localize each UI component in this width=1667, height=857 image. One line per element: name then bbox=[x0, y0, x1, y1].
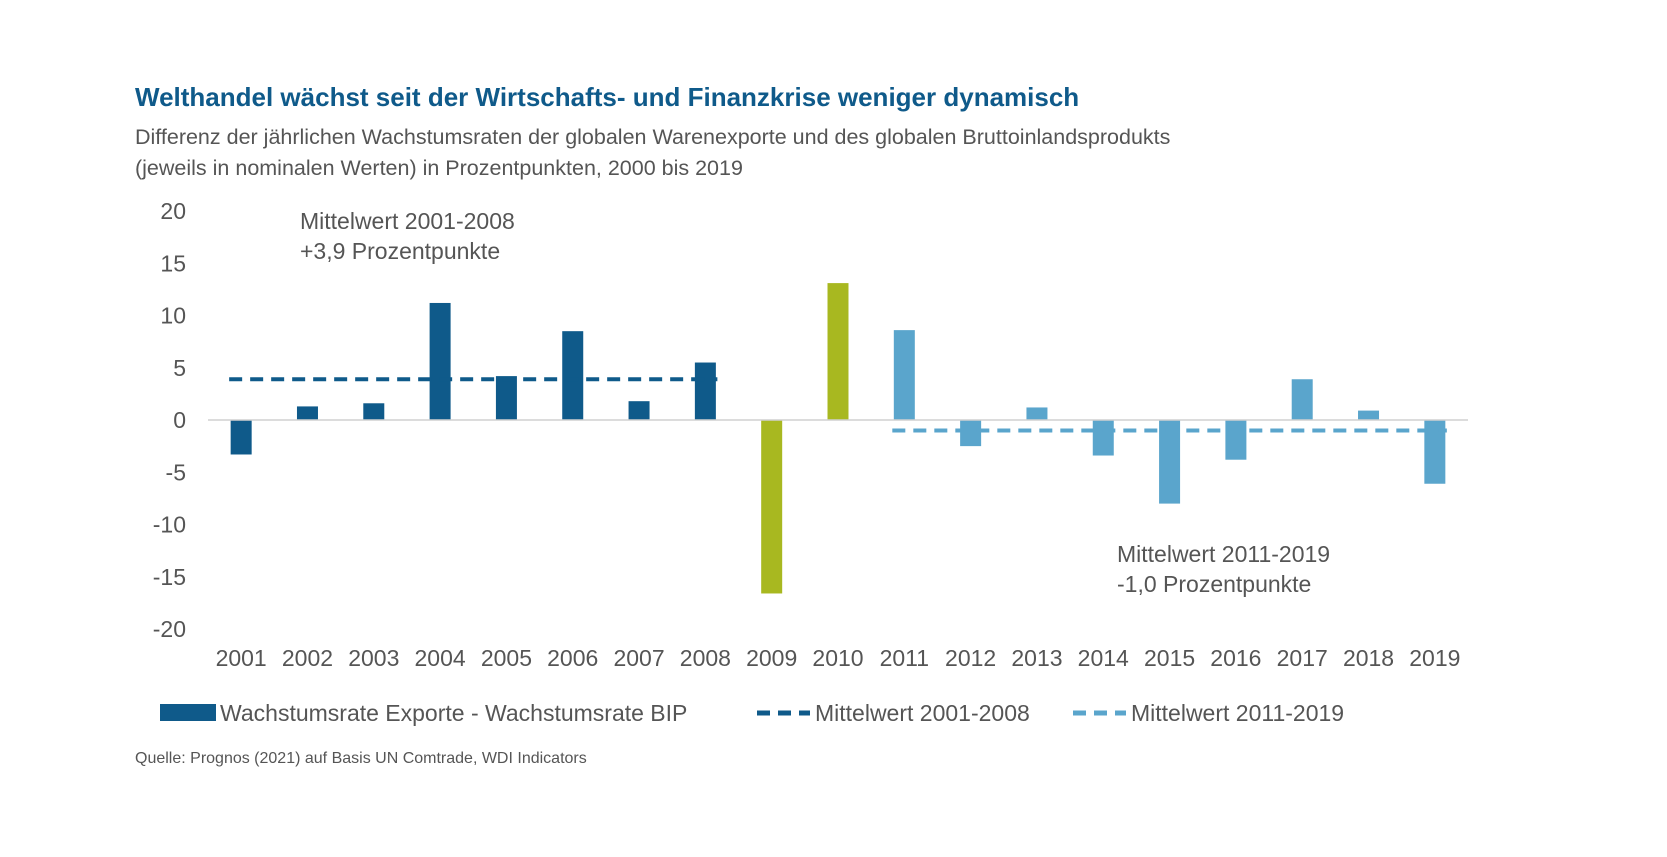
bar-2003 bbox=[363, 403, 385, 420]
bars-group bbox=[230, 283, 1446, 594]
x-tick-label: 2007 bbox=[613, 645, 664, 671]
bar-2018 bbox=[1358, 410, 1380, 420]
bar-2013 bbox=[1026, 407, 1048, 420]
y-tick-label: 5 bbox=[173, 355, 186, 381]
x-tick-label: 2006 bbox=[547, 645, 598, 671]
x-tick-label: 2018 bbox=[1343, 645, 1394, 671]
y-tick-label: 10 bbox=[160, 303, 186, 329]
bar-2005 bbox=[495, 376, 517, 420]
bar-2019 bbox=[1424, 420, 1446, 484]
legend: Wachstumsrate Exporte - Wachstumsrate BI… bbox=[160, 700, 1344, 726]
legend-label-mean2: Mittelwert 2011-2019 bbox=[1131, 700, 1344, 726]
x-tick-label: 2015 bbox=[1144, 645, 1195, 671]
x-tick-label: 2019 bbox=[1409, 645, 1460, 671]
bar-2017 bbox=[1291, 379, 1313, 420]
y-tick-label: -15 bbox=[153, 564, 186, 590]
x-tick-label: 2010 bbox=[812, 645, 863, 671]
y-tick-label: -20 bbox=[153, 616, 186, 642]
y-tick-label: 0 bbox=[173, 407, 186, 433]
bar-2015 bbox=[1159, 420, 1181, 504]
y-tick-label: -5 bbox=[166, 459, 186, 485]
bar-2002 bbox=[296, 406, 318, 420]
bar-2009 bbox=[761, 420, 783, 594]
x-tick-label: 2003 bbox=[348, 645, 399, 671]
annotation-mean2-line1: Mittelwert 2011-2019 bbox=[1117, 541, 1330, 567]
source-note: Quelle: Prognos (2021) auf Basis UN Comt… bbox=[135, 750, 587, 767]
x-tick-label: 2005 bbox=[481, 645, 532, 671]
x-tick-label: 2004 bbox=[415, 645, 466, 671]
x-tick-label: 2011 bbox=[880, 645, 929, 671]
annotation-mean1-line2: +3,9 Prozentpunkte bbox=[300, 238, 500, 264]
x-axis-ticks: 2001 2002 2003 2004 2005 2006 2007 2008 2009 2010… bbox=[216, 645, 1461, 671]
x-tick-label: 2016 bbox=[1210, 645, 1261, 671]
x-tick-label: 2002 bbox=[282, 645, 333, 671]
bar-2008 bbox=[694, 362, 716, 420]
y-tick-label: -10 bbox=[153, 512, 186, 538]
legend-label-bars: Wachstumsrate Exporte - Wachstumsrate BI… bbox=[220, 700, 687, 726]
chart-subtitle: Differenz der jährlichen Wachstumsraten … bbox=[135, 122, 1435, 184]
bar-2007 bbox=[628, 401, 650, 420]
chart-title: Welthandel wächst seit der Wirtschafts- … bbox=[135, 82, 1080, 112]
legend-label-mean1: Mittelwert 2001-2008 bbox=[815, 700, 1030, 726]
mean-lines-group bbox=[229, 377, 1447, 433]
x-tick-label: 2012 bbox=[945, 645, 996, 671]
x-tick-label: 2008 bbox=[680, 645, 731, 671]
y-tick-label: 15 bbox=[160, 250, 186, 276]
x-tick-label: 2017 bbox=[1277, 645, 1328, 671]
legend-swatch-bars bbox=[160, 704, 216, 721]
bar-2010 bbox=[827, 283, 849, 420]
bar-2014 bbox=[1092, 420, 1114, 456]
bar-2011 bbox=[893, 330, 915, 420]
annotation-mean1-line1: Mittelwert 2001-2008 bbox=[300, 208, 515, 234]
subtitle-line-2: (jeweils in nominalen Werten) in Prozent… bbox=[135, 156, 743, 180]
annotation-mean2-line2: -1,0 Prozentpunkte bbox=[1117, 571, 1311, 597]
bar-2012 bbox=[960, 420, 982, 447]
y-tick-label: 20 bbox=[160, 198, 186, 224]
x-tick-label: 2014 bbox=[1078, 645, 1129, 671]
bar-2016 bbox=[1225, 420, 1247, 460]
x-tick-label: 2001 bbox=[216, 645, 267, 671]
x-tick-label: 2009 bbox=[746, 645, 797, 671]
bar-2006 bbox=[562, 331, 584, 420]
x-tick-label: 2013 bbox=[1011, 645, 1062, 671]
subtitle-line-1: Differenz der jährlichen Wachstumsraten … bbox=[135, 125, 1171, 149]
y-axis-ticks: 20 15 10 5 0 -5 -10 -15 -20 bbox=[153, 198, 186, 642]
bar-2001 bbox=[230, 420, 252, 455]
bar-2004 bbox=[429, 302, 451, 420]
